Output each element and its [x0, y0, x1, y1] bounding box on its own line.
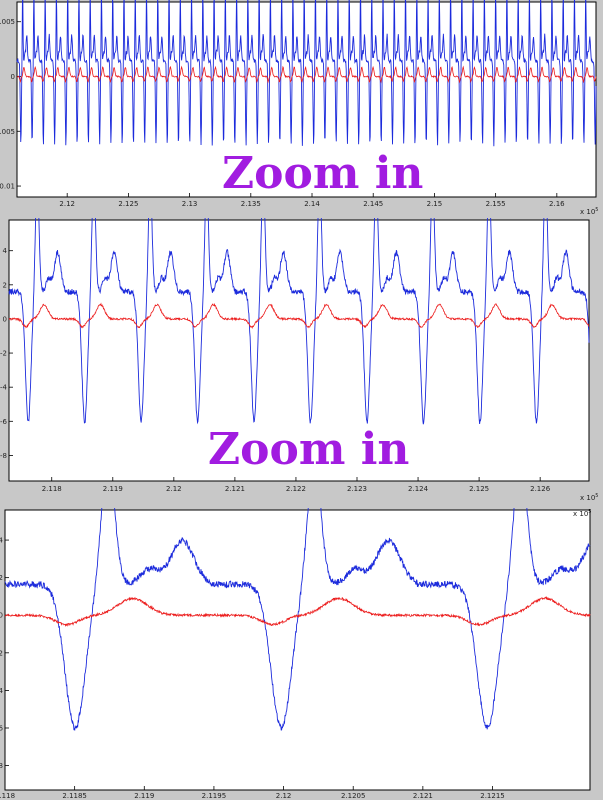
- x-tick-label: 2.125: [118, 200, 138, 208]
- y-tick-label: -0.005: [0, 128, 15, 136]
- x-tick-label: 2.121: [225, 485, 245, 493]
- zoom-in-annotation-1: Zoom in: [222, 148, 424, 199]
- x-tick-label: 2.135: [241, 200, 261, 208]
- y-tick-label: 4: [0, 537, 4, 545]
- x-tick-label: 2.15: [427, 200, 443, 208]
- series-line-red: [16, 65, 597, 84]
- x-tick-label: 2.1185: [62, 792, 87, 800]
- plot-area: [4, 509, 591, 791]
- x-exponent-label: x 105: [580, 207, 598, 216]
- series-line-blue: [8, 218, 590, 425]
- x-tick-label: 2.1205: [341, 792, 366, 800]
- zoom-chart-panel-2: 2.118 2.1185 2.119 2.1195 2.12 2.1205 2.121 2.1…: [0, 508, 603, 800]
- x-tick-label: 2.1215: [480, 792, 505, 800]
- y-tick-label: 0: [3, 315, 7, 323]
- x-tick-label: 2.124: [408, 485, 429, 493]
- x-exponent-label: x 105: [573, 509, 591, 518]
- overview-chart: 2.12 2.125 2.13 2.135 2.14 2.145 2.15 2.155 2.16…: [0, 0, 598, 216]
- y-tick-label: -0.01: [0, 183, 15, 191]
- x-exponent-label: x 105: [580, 493, 598, 502]
- y-tick-label: -8: [0, 762, 3, 770]
- y-tick-label: 2: [0, 574, 3, 582]
- series-line-red: [4, 595, 591, 627]
- x-tick-label: 2.12: [276, 792, 292, 800]
- x-tick-label: 2.125: [469, 485, 489, 493]
- series-line-blue: [4, 508, 591, 732]
- series-line-blue: [16, 0, 597, 147]
- x-tick-label: 2.1195: [202, 792, 227, 800]
- y-tick-label: -6: [0, 418, 8, 426]
- x-tick-label: 2.13: [182, 200, 198, 208]
- y-tick-label: -6: [0, 724, 4, 732]
- series-line-red: [8, 302, 590, 329]
- x-tick-label: 2.14: [304, 200, 320, 208]
- y-tick-label: 0.005: [0, 18, 15, 26]
- x-tick-label: 2.145: [363, 200, 383, 208]
- y-tick-label: 4: [3, 247, 8, 255]
- y-tick-label: -4: [0, 687, 4, 695]
- x-tick-label: 2.119: [103, 485, 123, 493]
- x-tick-label: 2.118: [42, 485, 62, 493]
- x-tick-label: 2.123: [347, 485, 367, 493]
- x-tick-label: 2.12: [166, 485, 182, 493]
- x-tick-label: 2.121: [413, 792, 433, 800]
- zoom-chart-panel-1: 2.118 2.119 2.12 2.121 2.122 2.123 2.124 2.125 2…: [0, 218, 603, 508]
- x-tick-label: 2.16: [549, 200, 565, 208]
- y-tick-label: -2: [0, 649, 3, 657]
- x-tick-label: 2.126: [530, 485, 551, 493]
- y-tick-label: 0: [11, 73, 15, 81]
- x-tick-label: 2.155: [486, 200, 506, 208]
- zoom-in-annotation-2: Zoom in: [208, 424, 410, 475]
- x-tick-label: 2.119: [134, 792, 154, 800]
- y-tick-label: -4: [0, 384, 8, 392]
- y-tick-label: 2: [3, 281, 7, 289]
- zoom-chart-2: 2.118 2.1185 2.119 2.1195 2.12 2.1205 2.121 2.1…: [0, 508, 591, 800]
- x-tick-label: 2.122: [286, 485, 306, 493]
- y-tick-label: -8: [0, 452, 7, 460]
- y-tick-label: -2: [0, 350, 7, 358]
- overview-chart-panel: 2.12 2.125 2.13 2.135 2.14 2.145 2.15 2.155 2.16…: [0, 0, 603, 218]
- x-tick-label: 2.12: [59, 200, 75, 208]
- zoom-chart-1: 2.118 2.119 2.12 2.121 2.122 2.123 2.124 2.125 2…: [0, 218, 598, 502]
- y-tick-label: 0: [0, 612, 3, 620]
- x-tick-label: 2.118: [0, 792, 15, 800]
